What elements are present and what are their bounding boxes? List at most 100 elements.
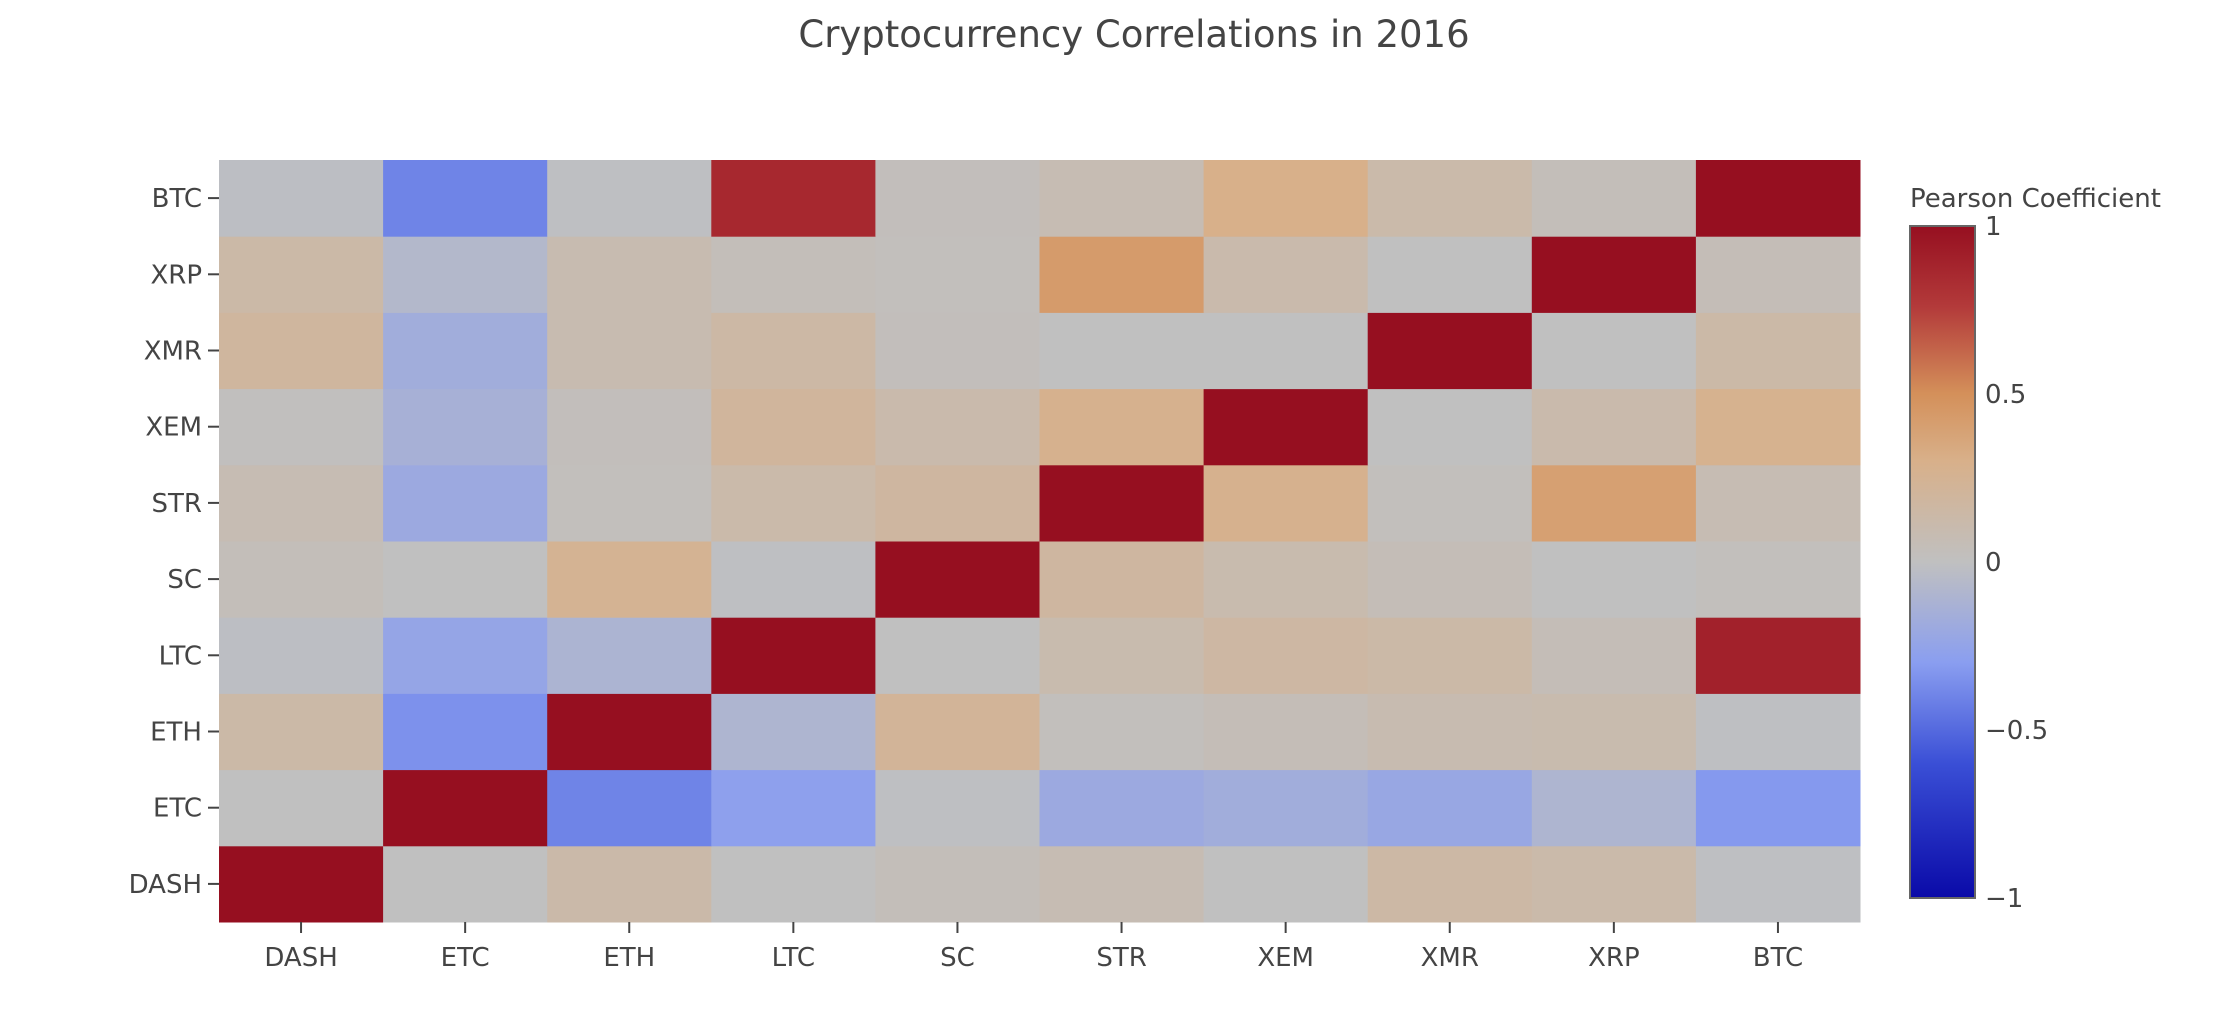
heatmap-cell-sc-dash: [219, 541, 384, 618]
heatmap-cell-eth-dash: [219, 693, 384, 771]
colorbar-gradient: [1909, 225, 1976, 899]
heatmap-cell-str-xrp: [1531, 464, 1697, 542]
heatmap-cell-dash-btc: [1695, 845, 1861, 923]
heatmap-cell-dash-ltc: [711, 845, 876, 923]
heatmap-cell-ltc-sc: [875, 617, 1040, 694]
heatmap-cell-etc-btc: [1695, 769, 1861, 847]
heatmap-cell-eth-xem: [1203, 693, 1369, 771]
heatmap-cell-xmr-str: [1039, 312, 1205, 390]
heatmap-cell-xmr-xem: [1203, 312, 1369, 390]
heatmap-cell-sc-eth: [547, 541, 712, 618]
y-tick-label-xmr: XMR: [144, 337, 202, 367]
heatmap-cell-xem-etc: [383, 388, 548, 466]
heatmap-cell-str-str: [1039, 464, 1205, 542]
colorbar-title: Pearson Coefficient: [1910, 184, 2161, 214]
heatmap-cell-xem-xmr: [1367, 388, 1533, 466]
heatmap-cell-ltc-dash: [219, 617, 384, 694]
x-tick-label-xrp: XRP: [1588, 943, 1640, 973]
heatmap-cell-dash-dash: [219, 845, 384, 923]
colorbar-tick-label: 1: [1985, 212, 2002, 242]
heatmap-cell-xrp-dash: [219, 236, 384, 313]
heatmap-cell-xmr-sc: [875, 312, 1040, 390]
heatmap-cell-xem-eth: [547, 388, 712, 466]
heatmap-cell-xem-dash: [219, 388, 384, 466]
heatmap-cell-btc-xem: [1203, 160, 1369, 237]
heatmap-cell-eth-xrp: [1531, 693, 1697, 771]
heatmap-cell-ltc-xrp: [1531, 617, 1697, 694]
heatmap-cell-ltc-str: [1039, 617, 1205, 694]
heatmap-cell-etc-sc: [875, 769, 1040, 847]
x-axis: DASH ETC ETH LTC SC STR XEM XMR XRP BTC: [264, 922, 1803, 973]
heatmap-cell-xem-xem: [1203, 388, 1369, 466]
heatmap-cell-btc-str: [1039, 160, 1205, 237]
heatmap-cell-dash-etc: [383, 845, 548, 923]
heatmap-cell-str-etc: [383, 464, 548, 542]
heatmap-cell-ltc-xem: [1203, 617, 1369, 694]
heatmap-cell-etc-xrp: [1531, 769, 1697, 847]
heatmap-cell-dash-sc: [875, 845, 1040, 923]
heatmap-cell-xmr-ltc: [711, 312, 876, 390]
y-tick-label-dash: DASH: [129, 870, 202, 900]
heatmap-cell-xrp-btc: [1695, 236, 1861, 313]
heatmap-cell-xmr-etc: [383, 312, 548, 390]
heatmap-cell-xmr-eth: [547, 312, 712, 390]
heatmap-cell-ltc-etc: [383, 617, 548, 694]
x-tick-label-xem: XEM: [1257, 943, 1314, 973]
y-tick-label-eth: ETH: [150, 718, 202, 748]
heatmap-cell-eth-ltc: [711, 693, 876, 771]
heatmap-cell-xmr-xmr: [1367, 312, 1533, 390]
heatmap-cell-btc-dash: [219, 160, 384, 237]
heatmap-cell-eth-etc: [383, 693, 548, 771]
y-tick-label-etc: ETC: [153, 794, 202, 824]
heatmap-cell-xrp-xem: [1203, 236, 1369, 313]
heatmap-cell-xem-btc: [1695, 388, 1861, 466]
x-tick-label-dash: DASH: [264, 943, 337, 973]
heatmap-cell-sc-xmr: [1367, 541, 1533, 618]
heatmap-cell-str-btc: [1695, 464, 1861, 542]
heatmap-cell-str-xmr: [1367, 464, 1533, 542]
heatmap-cell-btc-etc: [383, 160, 548, 237]
heatmap-cell-xrp-eth: [547, 236, 712, 313]
heatmap-cell-sc-btc: [1695, 541, 1861, 618]
heatmap-cell-etc-ltc: [711, 769, 876, 847]
heatmap-cells: [219, 160, 1861, 923]
heatmap-cell-str-sc: [875, 464, 1040, 542]
heatmap-cell-xem-str: [1039, 388, 1205, 466]
heatmap-cell-str-eth: [547, 464, 712, 542]
heatmap-cell-xrp-etc: [383, 236, 548, 313]
heatmap-cell-xrp-xmr: [1367, 236, 1533, 313]
heatmap-cell-eth-eth: [547, 693, 712, 771]
chart-title: Cryptocurrency Correlations in 2016: [798, 13, 1469, 56]
heatmap-cell-str-xem: [1203, 464, 1369, 542]
heatmap-cell-dash-xrp: [1531, 845, 1697, 923]
y-tick-label-sc: SC: [167, 565, 202, 595]
heatmap-cell-xmr-dash: [219, 312, 384, 390]
x-tick-label-xmr: XMR: [1421, 943, 1479, 973]
heatmap-cell-ltc-btc: [1695, 617, 1861, 694]
heatmap-cell-xem-ltc: [711, 388, 876, 466]
colorbar: Pearson Coefficient 1 0.5 0 −0.5 −1: [1909, 184, 2161, 914]
heatmap-cell-dash-xem: [1203, 845, 1369, 923]
heatmap-cell-ltc-xmr: [1367, 617, 1533, 694]
heatmap-cell-xmr-xrp: [1531, 312, 1697, 390]
x-tick-label-btc: BTC: [1753, 943, 1803, 973]
heatmap-cell-sc-etc: [383, 541, 548, 618]
heatmap-cell-sc-xrp: [1531, 541, 1697, 618]
heatmap-cell-sc-xem: [1203, 541, 1369, 618]
heatmap-cell-dash-eth: [547, 845, 712, 923]
heatmap-cell-eth-xmr: [1367, 693, 1533, 771]
x-tick-label-etc: ETC: [441, 943, 490, 973]
heatmap-cell-eth-str: [1039, 693, 1205, 771]
heatmap-cell-eth-btc: [1695, 693, 1861, 771]
heatmap-cell-xem-xrp: [1531, 388, 1697, 466]
y-axis: DASH ETC ETH LTC SC STR XEM XMR XRP BTC: [129, 184, 219, 900]
heatmap-cell-btc-btc: [1695, 160, 1861, 237]
heatmap-cell-sc-sc: [875, 541, 1040, 618]
colorbar-tick-label: −1: [1985, 884, 2023, 914]
heatmap-cell-xmr-btc: [1695, 312, 1861, 390]
heatmap-cell-etc-str: [1039, 769, 1205, 847]
y-tick-label-xrp: XRP: [150, 260, 202, 290]
heatmap-cell-xem-sc: [875, 388, 1040, 466]
heatmap-cell-etc-dash: [219, 769, 384, 847]
